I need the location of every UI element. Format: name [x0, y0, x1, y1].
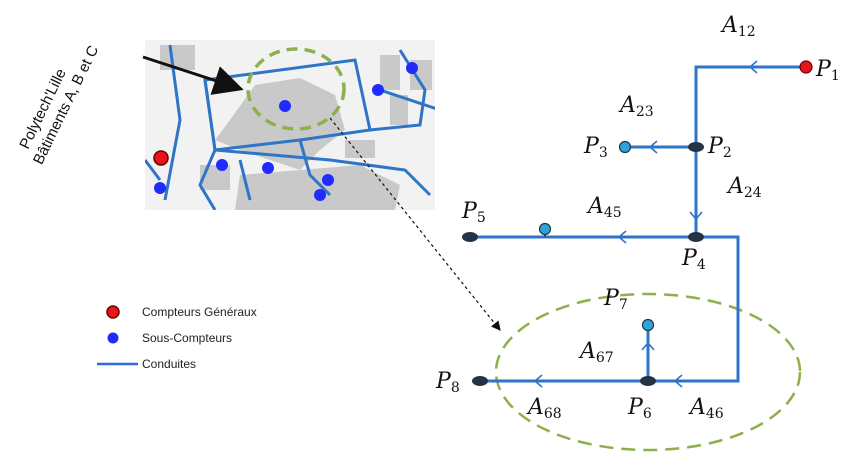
- label-p8: P8: [435, 369, 460, 396]
- label-a46: A46: [688, 395, 724, 422]
- callout-label: Polytech'Lille Bâtiments A, B et C: [16, 43, 102, 167]
- map-sub-meter: [406, 62, 418, 74]
- callout-arrow: [142, 55, 244, 95]
- map-sub-meter: [154, 182, 166, 194]
- network-nodes: [462, 60, 813, 386]
- legend-general-meter-label: Compteurs Généraux: [142, 305, 257, 319]
- campus-map: [145, 40, 435, 210]
- label-p7: P7: [603, 286, 628, 313]
- flow-direction-marks: [533, 60, 758, 388]
- node-p7: [641, 318, 655, 332]
- node-p6: [640, 376, 656, 386]
- label-a24: A24: [726, 174, 762, 201]
- map-sub-meter: [216, 159, 228, 171]
- map-sub-meter: [372, 84, 384, 96]
- network-zoom-ellipse: [494, 292, 802, 452]
- map-zoom-circle: [246, 47, 346, 131]
- flow-arrow-a12: [748, 60, 758, 74]
- label-a12: A12: [720, 13, 756, 40]
- network-pipes: [470, 65, 806, 383]
- node-p2: [688, 142, 704, 152]
- label-a67: A67: [578, 339, 614, 366]
- map-sub-meter: [314, 189, 326, 201]
- node-p4: [688, 232, 704, 242]
- label-p2: P2: [707, 134, 732, 161]
- label-a68: A68: [526, 395, 562, 422]
- label-p5: P5: [461, 199, 486, 226]
- a45-sub-meter: [538, 222, 552, 237]
- label-p4: P4: [681, 246, 706, 273]
- flow-arrow-a46: [673, 374, 683, 388]
- legend-sub-meter-label: Sous-Compteurs: [142, 331, 232, 345]
- pipe-a12: [694, 65, 806, 147]
- label-p1: P1: [815, 57, 840, 84]
- edge-labels: A12 A23 A24 A45 A46 A67 A68: [526, 13, 762, 422]
- flow-arrow-a45: [617, 230, 627, 244]
- node-p1: [799, 60, 813, 74]
- node-labels: P1 P2 P3 P4 P5 P6 P7 P8: [435, 57, 840, 422]
- label-a23: A23: [618, 93, 654, 120]
- node-p5: [462, 232, 478, 242]
- map-sub-meters: [154, 62, 418, 201]
- legend-general-meter-icon: [106, 305, 120, 319]
- label-p6: P6: [627, 395, 652, 422]
- map-sub-meter: [279, 100, 291, 112]
- flow-arrow-a23: [648, 140, 658, 154]
- node-p8: [472, 376, 488, 386]
- legend: Compteurs Généraux Sous-Compteurs Condui…: [97, 305, 257, 371]
- legend-sub-meter-icon: [107, 332, 119, 344]
- node-p3: [618, 140, 632, 154]
- legend-pipe-label: Conduites: [142, 357, 196, 371]
- map-general-meter: [153, 150, 169, 166]
- pipe-a46: [648, 235, 740, 383]
- flow-arrow-a67: [641, 341, 655, 351]
- label-a45: A45: [586, 194, 622, 221]
- flow-arrow-a68: [533, 374, 543, 388]
- map-sub-meter: [322, 174, 334, 186]
- label-p3: P3: [583, 134, 608, 161]
- map-sub-meter: [262, 162, 274, 174]
- flow-arrow-a24: [689, 211, 703, 221]
